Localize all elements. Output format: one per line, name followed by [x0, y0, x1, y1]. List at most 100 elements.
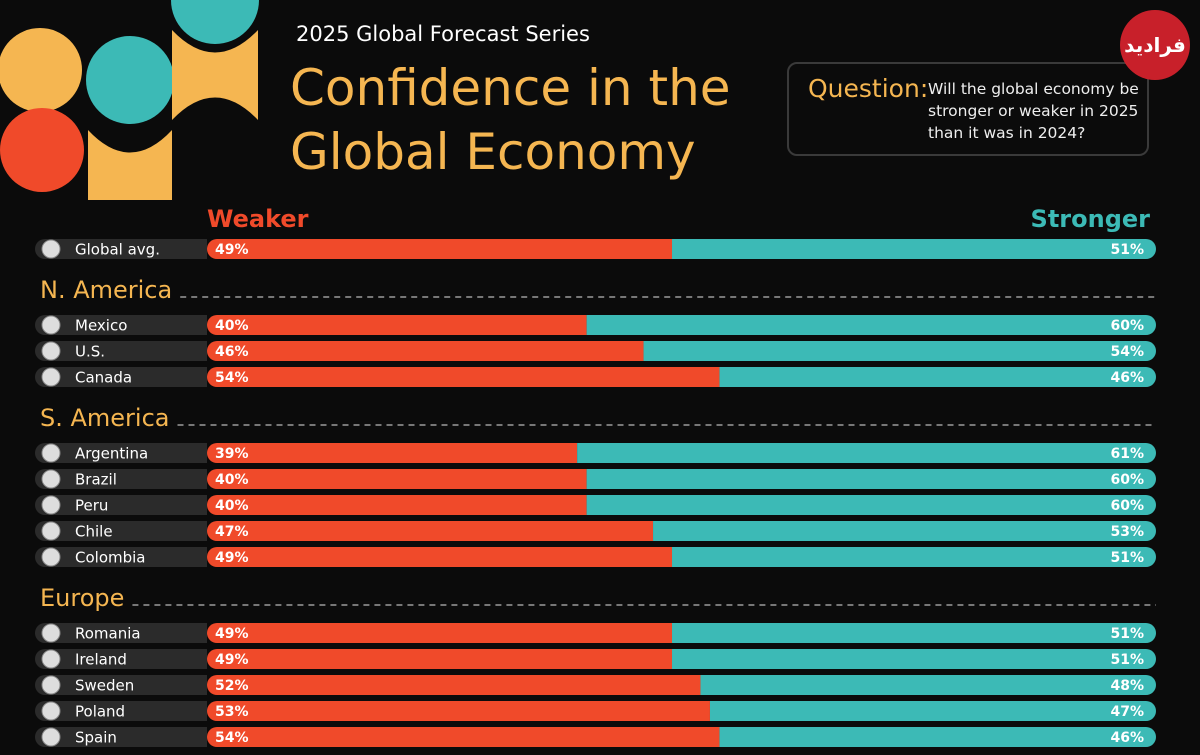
label-background [35, 315, 207, 335]
bar [207, 521, 654, 541]
bar [207, 547, 673, 567]
category-label: Argentina [75, 445, 148, 463]
deco-circle [171, 0, 259, 44]
value-label: 53% [215, 704, 249, 720]
label-background [35, 623, 207, 643]
value-label: 60% [1110, 318, 1144, 334]
value-label: 51% [1110, 652, 1144, 668]
value-label: 47% [215, 524, 249, 540]
value-label: 54% [215, 730, 249, 746]
category-label: Brazil [75, 471, 117, 489]
flag-icon [41, 675, 61, 695]
value-label: 40% [215, 472, 249, 488]
region-label: N. America [40, 276, 172, 304]
deco-circle [0, 108, 84, 192]
bar [653, 521, 1156, 541]
value-label: 51% [1110, 550, 1144, 566]
question-box [787, 62, 1149, 156]
flag-icon [41, 547, 61, 567]
flag-icon [41, 495, 61, 515]
bar [207, 623, 673, 643]
bar [207, 315, 587, 335]
bar [207, 341, 644, 361]
flag-icon [41, 649, 61, 669]
bar [586, 469, 1156, 489]
deco-circle [0, 28, 82, 112]
label-background [35, 239, 207, 259]
value-label: 53% [1110, 524, 1144, 540]
category-label: Colombia [75, 549, 146, 567]
label-background [35, 701, 207, 721]
flag-icon [41, 623, 61, 643]
label-background [35, 367, 207, 387]
value-label: 40% [215, 498, 249, 514]
legend-label: Stronger [1031, 205, 1151, 233]
category-label: Spain [75, 729, 117, 747]
deco-circle [86, 36, 174, 124]
value-label: 39% [215, 446, 249, 462]
bar [577, 443, 1156, 463]
bar [643, 341, 1156, 361]
label-background [35, 341, 207, 361]
category-label: Chile [75, 523, 113, 541]
value-label: 46% [1110, 370, 1144, 386]
flag-icon [41, 367, 61, 387]
flag-icon [41, 239, 61, 259]
value-label: 61% [1110, 446, 1144, 462]
value-label: 40% [215, 318, 249, 334]
category-label: Sweden [75, 677, 134, 695]
bar [207, 469, 587, 489]
value-label: 46% [215, 344, 249, 360]
bar [207, 675, 701, 695]
value-label: 60% [1110, 472, 1144, 488]
label-background [35, 521, 207, 541]
supertitle: 2025 Global Forecast Series [296, 22, 590, 46]
bar [207, 443, 578, 463]
label-background [35, 649, 207, 669]
flag-icon [41, 341, 61, 361]
legend-label: Weaker [207, 205, 309, 233]
bar [207, 495, 587, 515]
bar [709, 701, 1156, 721]
value-label: 51% [1110, 242, 1144, 258]
bar [700, 675, 1156, 695]
value-label: 48% [1110, 678, 1144, 694]
category-label: Mexico [75, 317, 127, 335]
category-label: Poland [75, 703, 125, 721]
question-text: Will the global economy be stronger or w… [928, 80, 1139, 142]
bar [672, 239, 1156, 259]
value-label: 49% [215, 652, 249, 668]
decoration [0, 0, 259, 200]
chart-title: Confidence in the Global Economy [290, 59, 731, 181]
region-label: S. America [40, 404, 170, 432]
value-label: 49% [215, 626, 249, 642]
deco-shape [88, 130, 172, 200]
bar [672, 547, 1156, 567]
bar [719, 727, 1156, 747]
category-label: U.S. [75, 343, 105, 361]
bar [207, 239, 673, 259]
value-label: 54% [215, 370, 249, 386]
question-label: Question: [808, 74, 929, 103]
flag-icon [41, 315, 61, 335]
deco-shape [172, 30, 258, 120]
region-label: Europe [40, 584, 124, 612]
category-label: Canada [75, 369, 132, 387]
bar [586, 495, 1156, 515]
flag-icon [41, 443, 61, 463]
label-background [35, 443, 207, 463]
category-label: Peru [75, 497, 108, 515]
bar [672, 623, 1156, 643]
label-background [35, 547, 207, 567]
flag-icon [41, 727, 61, 747]
value-label: 46% [1110, 730, 1144, 746]
value-label: 60% [1110, 498, 1144, 514]
category-label: Ireland [75, 651, 127, 669]
bar [207, 727, 720, 747]
bar [586, 315, 1156, 335]
value-label: 47% [1110, 704, 1144, 720]
label-background [35, 727, 207, 747]
label-background [35, 675, 207, 695]
bar [207, 701, 710, 721]
